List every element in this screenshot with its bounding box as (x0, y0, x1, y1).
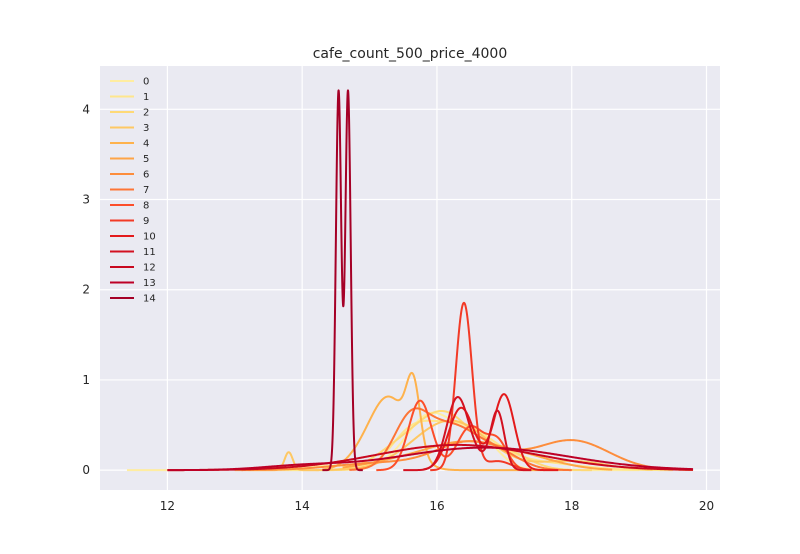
chart-title: cafe_count_500_price_4000 (313, 46, 508, 62)
series-line-13 (167, 446, 694, 472)
x-tick-label: 14 (295, 499, 310, 513)
legend-label: 6 (143, 170, 149, 181)
legend-label: 8 (143, 201, 149, 212)
legend-label: 7 (143, 185, 149, 196)
series-line-11 (402, 396, 533, 472)
x-tick-label: 16 (429, 499, 444, 513)
series-layer (126, 89, 694, 472)
legend-label: 5 (143, 154, 149, 165)
y-tick-label: 2 (82, 283, 90, 297)
series-line-12 (167, 443, 694, 472)
legend-label: 4 (143, 139, 149, 150)
legend-label: 2 (143, 108, 149, 119)
legend-label: 9 (143, 216, 149, 227)
legend-label: 10 (143, 232, 156, 243)
y-tick-label: 0 (82, 463, 90, 477)
legend-label: 3 (143, 123, 149, 134)
x-tick-label: 20 (699, 499, 714, 513)
y-tick-label: 3 (82, 193, 90, 207)
x-tick-label: 12 (160, 499, 175, 513)
legend-label: 12 (143, 263, 156, 274)
legend-label: 14 (143, 294, 156, 305)
legend-label: 11 (143, 247, 156, 258)
legend-label: 13 (143, 278, 156, 289)
y-tick-label: 1 (82, 373, 90, 387)
x-tick-label: 18 (564, 499, 579, 513)
series-line-6 (241, 439, 694, 472)
legend-label: 0 (143, 77, 149, 88)
legend-label: 1 (143, 92, 149, 103)
series-line-14 (321, 89, 364, 472)
y-tick-label: 4 (82, 102, 90, 116)
series-line-7 (348, 407, 573, 472)
plot-area (100, 66, 720, 490)
